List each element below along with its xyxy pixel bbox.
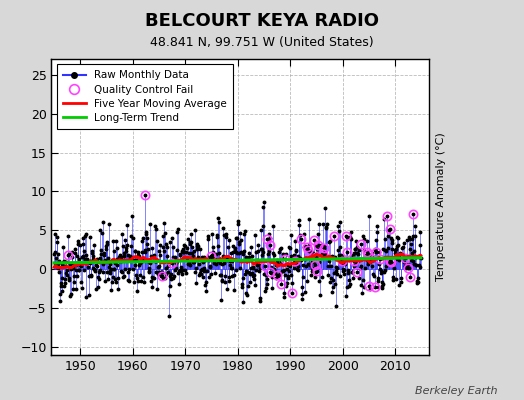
Y-axis label: Temperature Anomaly (°C): Temperature Anomaly (°C) [436,133,446,282]
Legend: Raw Monthly Data, Quality Control Fail, Five Year Moving Average, Long-Term Tren: Raw Monthly Data, Quality Control Fail, … [57,64,233,129]
Text: BELCOURT KEYA RADIO: BELCOURT KEYA RADIO [145,12,379,30]
Text: Berkeley Earth: Berkeley Earth [416,386,498,396]
Text: 48.841 N, 99.751 W (United States): 48.841 N, 99.751 W (United States) [150,36,374,49]
